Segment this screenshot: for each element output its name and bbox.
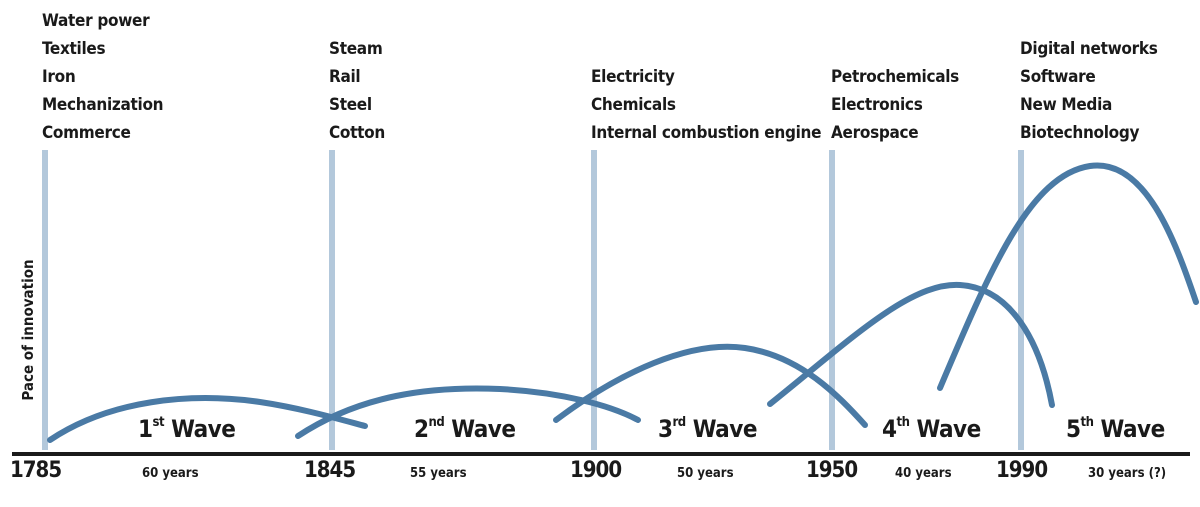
tech-item: Commerce <box>42 123 131 143</box>
duration-label-4: 40 years <box>895 466 952 481</box>
tech-item: New Media <box>1020 95 1113 115</box>
duration-label-2: 55 years <box>410 466 467 481</box>
tech-item: Aerospace <box>831 123 919 143</box>
tech-item: Iron <box>42 67 76 87</box>
wave-label-1: 1st Wave <box>138 415 236 443</box>
tech-item: Rail <box>329 67 361 87</box>
period-line-4 <box>829 150 835 450</box>
year-label-1845: 1845 <box>304 458 356 483</box>
tech-item: Biotechnology <box>1020 123 1140 143</box>
year-label-1950: 1950 <box>806 458 858 483</box>
tech-item: Water power <box>42 11 150 31</box>
time-axis <box>12 452 1190 456</box>
duration-label-1: 60 years <box>142 466 199 481</box>
wave-label-3: 3rd Wave <box>658 415 757 443</box>
tech-item: Electricity <box>591 67 675 87</box>
tech-item: Electronics <box>831 95 923 115</box>
period-line-3 <box>591 150 597 450</box>
period-line-2 <box>329 150 335 450</box>
wave-curve-3 <box>553 343 868 428</box>
duration-label-5: 30 years (?) <box>1088 466 1167 481</box>
period-line-5 <box>1018 150 1024 450</box>
tech-list-wave-2: Steam Rail Steel Cotton <box>329 35 385 147</box>
wave-label-5: 5th Wave <box>1066 415 1165 443</box>
wave-label-4: 4th Wave <box>882 415 981 443</box>
tech-item: Steel <box>329 95 372 115</box>
wave-curve-5 <box>937 162 1199 391</box>
wave-label-2: 2nd Wave <box>414 415 516 443</box>
tech-item: Software <box>1020 67 1096 87</box>
wave-curve-4 <box>767 281 1055 408</box>
tech-item: Chemicals <box>591 95 676 115</box>
year-label-1785: 1785 <box>10 458 62 483</box>
wave-curve-2 <box>295 385 641 439</box>
year-label-1900: 1900 <box>570 458 622 483</box>
tech-item: Petrochemicals <box>831 67 959 87</box>
tech-item: Textiles <box>42 39 106 59</box>
duration-label-3: 50 years <box>677 466 734 481</box>
tech-list-wave-4: Petrochemicals Electronics Aerospace <box>831 63 959 147</box>
tech-list-wave-1: Water power Textiles Iron Mechanization … <box>42 7 164 147</box>
year-label-1990: 1990 <box>996 458 1048 483</box>
period-line-1 <box>42 150 48 450</box>
tech-item: Cotton <box>329 123 385 143</box>
tech-item: Mechanization <box>42 95 164 115</box>
tech-list-wave-5: Digital networks Software New Media Biot… <box>1020 35 1158 147</box>
tech-item: Internal combustion engine <box>591 123 822 143</box>
tech-list-wave-3: Electricity Chemicals Internal combustio… <box>591 63 822 147</box>
tech-item: Steam <box>329 39 383 59</box>
tech-item: Digital networks <box>1020 39 1158 59</box>
